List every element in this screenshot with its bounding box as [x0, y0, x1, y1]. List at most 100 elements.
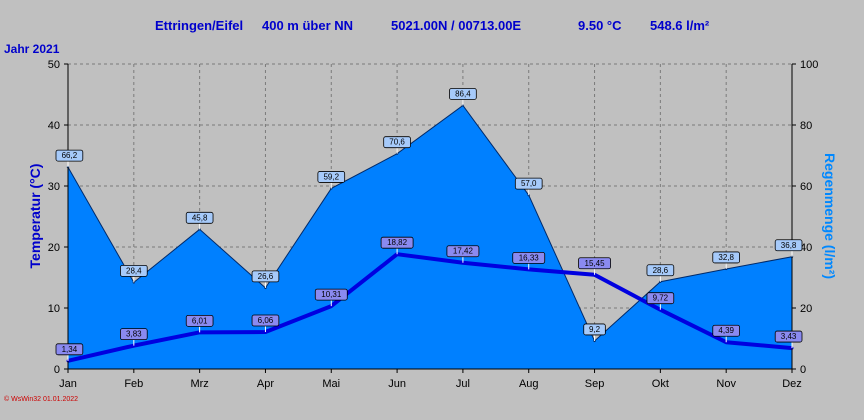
data-label-text: 3,83: [126, 330, 142, 339]
x-tick-label: Dez: [782, 378, 802, 390]
temperature-data-label: 17,42: [446, 245, 480, 263]
data-label-box: [120, 264, 148, 277]
y2-tick-label: 100: [800, 59, 818, 71]
temperature-data-label: 6,06: [251, 314, 280, 333]
data-label-text: 86,4: [455, 89, 471, 98]
data-label-box: [383, 136, 411, 149]
x-tick-label: Aug: [519, 378, 539, 390]
data-label-text: 66,2: [62, 151, 78, 160]
data-label-text: 32,8: [718, 253, 734, 262]
y2-tick-label: 0: [800, 364, 806, 376]
data-label-text: 9,2: [589, 325, 601, 334]
rain-data-label: 26,6: [251, 270, 280, 288]
data-label-text: 36,8: [781, 241, 797, 250]
temperature-data-label: 6,01: [185, 314, 214, 333]
data-label-box: [55, 149, 84, 162]
data-label-text: 18,82: [387, 238, 408, 247]
data-label-box: [646, 292, 675, 305]
data-label-text: 28,6: [653, 266, 669, 275]
data-label-box: [185, 314, 214, 327]
x-tick-label: Jan: [59, 378, 77, 390]
y2-tick-label: 80: [800, 120, 812, 132]
y-axis-label: Temperatur (°C): [27, 164, 43, 269]
rain-data-label: 45,8: [185, 211, 214, 230]
data-label-text: 28,4: [126, 266, 142, 275]
temperature-data-label: 10,31: [314, 288, 348, 307]
y2-tick-label: 60: [800, 181, 812, 193]
rain-data-label: 36,8: [774, 239, 803, 257]
rain-point: [461, 104, 465, 107]
data-label-box: [774, 330, 803, 343]
temperature-data-label: 1,34: [55, 343, 84, 361]
temperature-data-label: 9,72: [646, 292, 675, 310]
data-label-text: 57,0: [521, 179, 537, 188]
x-tick-label: Apr: [257, 378, 274, 390]
data-label-box: [646, 264, 675, 277]
rain-data-label: 28,4: [120, 264, 148, 283]
y-tick-label: 50: [48, 59, 60, 71]
y-tick-label: 40: [48, 120, 60, 132]
data-label-text: 45,8: [192, 213, 208, 222]
temperature-data-label: 16,33: [512, 251, 546, 270]
year-label: Jahr 2021: [4, 42, 60, 56]
data-label-box: [514, 177, 543, 190]
data-labels-layer: 66,2 28,4 45,8 26,6 59,2 70,6 86,4 57,0 9,2 28,6 3…: [55, 88, 803, 361]
temperature-data-label: 3,43: [774, 330, 803, 349]
temperature-data-label: 15,45: [578, 257, 611, 275]
data-label-box: [120, 328, 148, 341]
data-label-box: [251, 270, 280, 283]
y2-tick-label: 20: [800, 303, 812, 315]
data-label-text: 1,34: [62, 345, 78, 354]
data-label-box: [583, 323, 606, 336]
rain-data-label: 28,6: [646, 264, 675, 282]
rain-data-label: 9,2: [583, 323, 606, 341]
data-label-box: [712, 251, 740, 264]
x-tick-label: Jun: [388, 378, 406, 390]
axes: 0 10 20 30 40 50 0 20 40 60 80 100 Jan Feb Mrz Apr Mai Ju…: [48, 59, 819, 390]
rain-data-label: 59,2: [317, 171, 346, 189]
station-altitude: 400 m über NN: [262, 18, 354, 33]
data-label-text: 17,42: [453, 247, 474, 256]
y-tick-label: 10: [48, 303, 60, 315]
x-tick-label: Feb: [124, 378, 143, 390]
temperature-data-label: 4,39: [712, 324, 740, 343]
software-footer: © WsWin32 01.01.2022: [4, 396, 79, 403]
rain-data-label: 57,0: [514, 177, 543, 196]
data-label-text: 3,43: [781, 332, 797, 341]
data-label-box: [380, 236, 414, 249]
y-tick-label: 30: [48, 181, 60, 193]
data-label-text: 6,06: [258, 316, 274, 325]
data-label-box: [185, 211, 214, 224]
data-label-box: [317, 171, 346, 183]
data-label-text: 15,45: [585, 259, 606, 268]
data-label-box: [712, 324, 740, 337]
data-label-text: 10,31: [321, 290, 342, 299]
rain-data-label: 86,4: [449, 88, 477, 106]
data-label-box: [774, 239, 803, 252]
x-tick-label: Nov: [716, 378, 736, 390]
temperature-data-label: 18,82: [380, 236, 414, 255]
data-label-text: 70,6: [389, 138, 405, 147]
x-tick-label: Jul: [456, 378, 470, 390]
rain-data-label: 70,6: [383, 136, 411, 154]
station-name: Ettringen/Eifel: [155, 18, 244, 33]
x-tick-label: Okt: [652, 378, 669, 390]
data-label-text: 6,01: [192, 316, 208, 325]
data-label-text: 9,72: [653, 294, 669, 303]
mean-temperature: 9.50 °C: [578, 18, 622, 33]
data-label-box: [449, 88, 477, 100]
total-rainfall: 548.6 l/m²: [650, 18, 710, 33]
data-label-text: 4,39: [718, 326, 734, 335]
rain-data-label: 32,8: [712, 251, 740, 269]
data-label-box: [251, 314, 280, 327]
temperature-data-label: 3,83: [120, 328, 148, 346]
data-label-text: 16,33: [519, 253, 540, 262]
data-label-box: [446, 245, 480, 258]
x-tick-label: Mai: [322, 378, 340, 390]
data-label-text: 26,6: [258, 272, 274, 281]
station-coordinates: 5021.00N / 00713.00E: [391, 18, 522, 33]
data-label-box: [578, 257, 611, 270]
rain-data-label: 66,2: [55, 149, 84, 168]
